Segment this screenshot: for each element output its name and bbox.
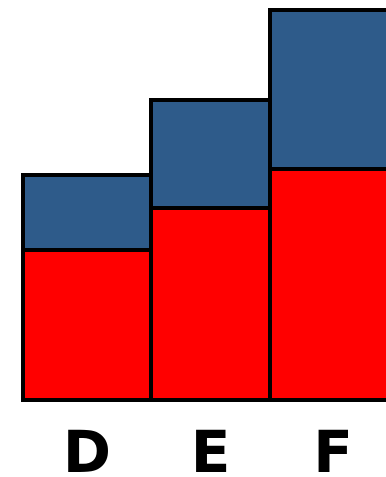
bar-F-segment-2	[268, 8, 386, 171]
bar-E-segment-1	[149, 206, 272, 402]
bar-E-segment-2	[149, 98, 272, 210]
x-tick-label: E	[191, 418, 231, 477]
bar-D-segment-1	[21, 248, 153, 402]
bars-group	[21, 8, 386, 402]
bar-F-segment-1	[268, 167, 386, 402]
x-tick-label: F	[313, 418, 353, 477]
category-labels: D E F	[63, 418, 353, 477]
x-tick-label: D	[63, 418, 111, 477]
bar-D-segment-2	[21, 173, 153, 252]
